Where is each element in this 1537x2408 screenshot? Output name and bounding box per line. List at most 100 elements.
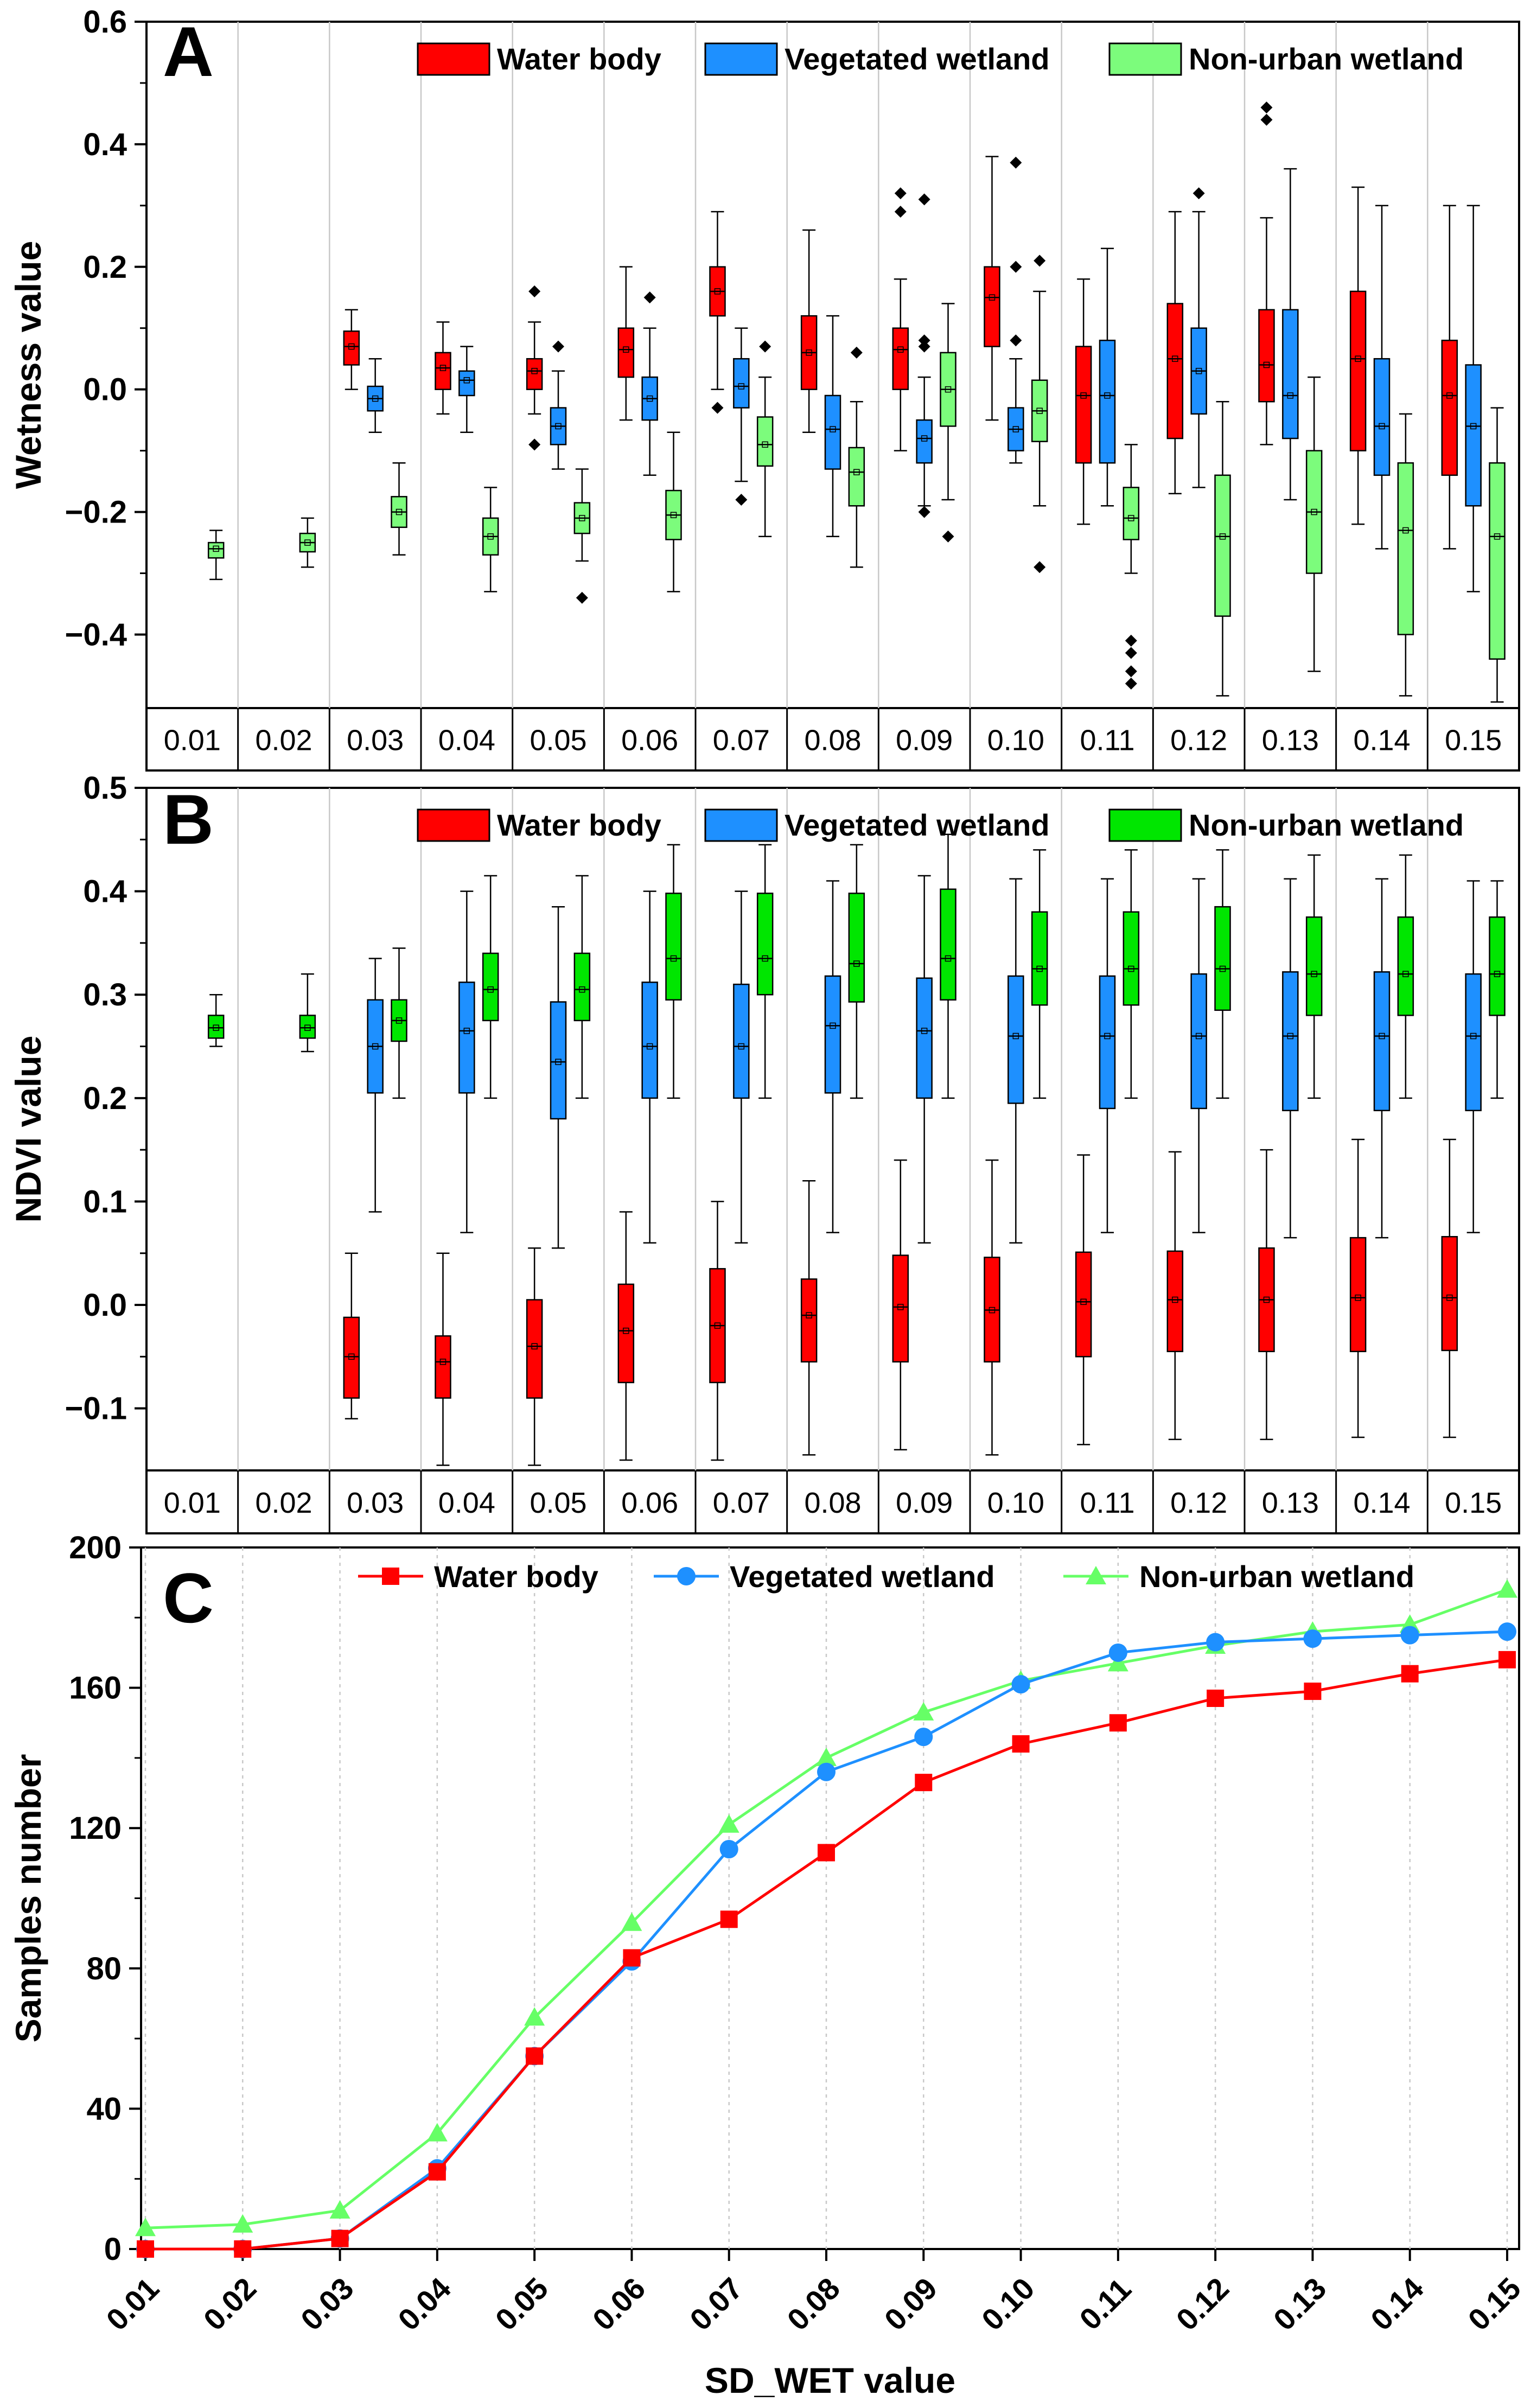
box-nonurban_b — [940, 888, 956, 1001]
mean-marker — [1470, 1033, 1477, 1040]
mean-marker — [897, 346, 904, 353]
category-label: 0.12 — [1170, 1487, 1227, 1519]
y-tick-label: 120 — [69, 1811, 122, 1846]
data-point-nonurban_a — [426, 2123, 448, 2142]
outlier-point — [528, 285, 541, 297]
mean-marker — [487, 533, 494, 540]
legend-swatch — [417, 42, 490, 76]
box-veg — [641, 982, 658, 1099]
mean-marker — [1195, 1033, 1202, 1040]
mean-marker — [762, 955, 768, 962]
mean-marker — [1195, 368, 1202, 374]
mean-marker — [945, 386, 952, 393]
x-axis-label: SD_WET value — [705, 2360, 955, 2400]
mean-marker — [921, 1028, 928, 1034]
mean-marker — [646, 395, 653, 402]
data-point-water — [1207, 1689, 1225, 1707]
mean-marker — [1494, 971, 1501, 977]
data-point-veg — [1206, 1633, 1225, 1652]
category-label: 0.10 — [987, 1487, 1044, 1519]
data-point-water — [234, 2240, 252, 2258]
box-nonurban_c — [756, 416, 774, 467]
mean-marker — [304, 539, 311, 546]
legend-label: Vegetated wetland — [785, 42, 1050, 76]
x-tick-label: 0.04 — [391, 2271, 457, 2337]
x-tick-label: 0.12 — [1170, 2271, 1236, 2337]
mean-marker — [1172, 1296, 1178, 1303]
y-axis-label: NDVI value — [8, 1036, 48, 1223]
y-tick-label: 0.0 — [83, 372, 127, 407]
mean-marker — [579, 986, 585, 993]
data-point-nonurban_a — [524, 2007, 545, 2026]
box-nonurban_b — [1123, 911, 1140, 1006]
mean-marker — [1080, 1298, 1087, 1305]
mean-marker — [1128, 515, 1134, 521]
x-tick-label: 0.14 — [1364, 2271, 1430, 2337]
mean-marker — [738, 383, 745, 390]
y-tick-label: 0.6 — [83, 4, 127, 40]
box-water — [1441, 340, 1458, 476]
outlier-point — [942, 530, 954, 543]
mean-marker — [396, 1017, 403, 1024]
mean-marker — [1104, 392, 1111, 399]
box-veg — [1282, 309, 1299, 439]
mean-marker — [439, 1359, 447, 1365]
category-label: 0.10 — [987, 724, 1044, 757]
outlier-point — [894, 206, 907, 218]
category-label: 0.14 — [1353, 1487, 1410, 1519]
data-point-veg — [1011, 1675, 1030, 1694]
mean-marker — [531, 368, 538, 374]
mean-marker — [439, 365, 447, 371]
box-nonurban_c — [1123, 487, 1140, 540]
y-axis-label: Wetness value — [8, 241, 48, 489]
category-label: 0.11 — [1080, 724, 1134, 757]
mean-marker — [1355, 355, 1361, 362]
plot-frame — [140, 1546, 1520, 2250]
box-veg — [1282, 971, 1299, 1111]
category-label: 0.02 — [255, 1487, 312, 1519]
y-tick-label: −0.1 — [65, 1391, 127, 1426]
outlier-point — [850, 346, 863, 359]
box-nonurban_b — [1489, 916, 1506, 1016]
box-veg — [458, 982, 475, 1094]
mean-marker — [945, 955, 952, 962]
data-point-nonurban_a — [1497, 1579, 1517, 1598]
mean-marker — [806, 349, 812, 356]
outlier-point — [1010, 334, 1022, 347]
data-point-nonurban_a — [232, 2214, 253, 2233]
category-label: 0.15 — [1445, 1487, 1502, 1519]
category-label: 0.06 — [621, 1487, 678, 1519]
y-tick-label: −0.2 — [65, 495, 127, 530]
outlier-point — [1125, 665, 1137, 678]
mean-marker — [1263, 1296, 1270, 1303]
mean-marker — [988, 1307, 996, 1314]
mean-marker — [897, 1304, 904, 1310]
data-point-veg — [1400, 1626, 1419, 1645]
category-label: 0.01 — [164, 1487, 221, 1519]
legend-label: Water body — [497, 42, 661, 76]
outlier-point — [711, 402, 724, 414]
y-tick-label: 0.0 — [83, 1288, 127, 1323]
mean-marker — [921, 435, 928, 442]
category-label: 0.13 — [1262, 1487, 1319, 1519]
outlier-point — [735, 493, 748, 506]
data-point-water — [1498, 1651, 1516, 1668]
legend-swatch — [1108, 808, 1182, 842]
mean-marker — [1287, 392, 1294, 399]
category-label: 0.13 — [1262, 724, 1319, 757]
x-tick-label: 0.11 — [1073, 2271, 1137, 2336]
legend-label: Water body — [497, 808, 661, 842]
category-label: 0.04 — [438, 1487, 495, 1519]
data-point-veg — [1498, 1622, 1516, 1641]
mean-marker — [463, 1028, 470, 1034]
box-water — [1075, 346, 1092, 464]
category-label: 0.04 — [438, 724, 495, 757]
legend-label: Water body — [434, 1559, 598, 1594]
category-label: 0.08 — [804, 724, 861, 757]
box-veg — [1465, 973, 1482, 1111]
y-tick-label: −0.4 — [65, 617, 127, 652]
category-label: 0.15 — [1445, 724, 1502, 757]
legend-label: Vegetated wetland — [785, 808, 1050, 842]
box-nonurban_b — [1031, 911, 1048, 1006]
box-nonurban_c — [207, 542, 225, 559]
